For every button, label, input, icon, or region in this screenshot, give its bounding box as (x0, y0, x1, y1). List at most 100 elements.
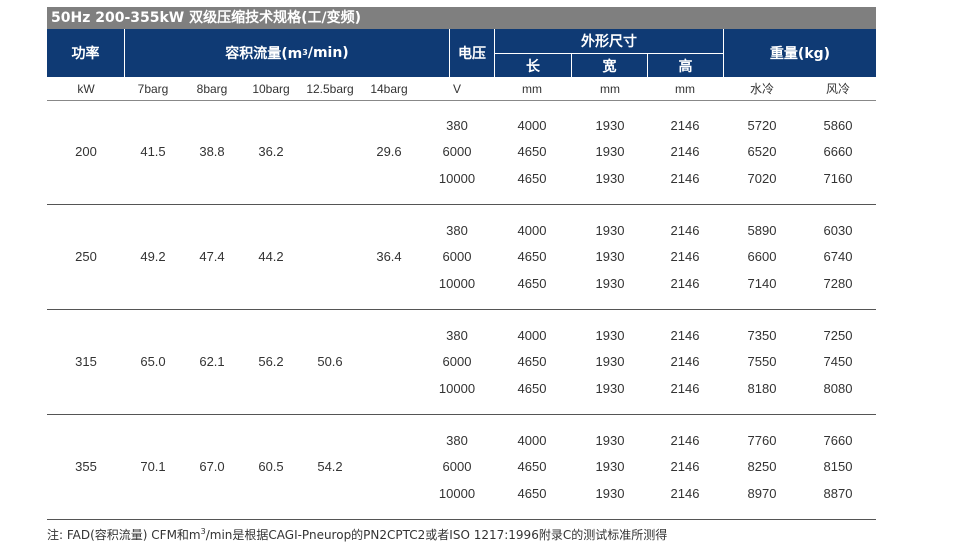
cell-flow-10barg: 36.2 (258, 144, 284, 159)
cell-length: 4650 (517, 486, 547, 501)
cell-width: 1930 (595, 459, 625, 474)
group-separator (47, 309, 876, 310)
cell-height: 2146 (670, 328, 700, 343)
cell-flow-8barg: 67.0 (199, 459, 225, 474)
group-separator (47, 414, 876, 415)
cell-weight-water: 7020 (747, 171, 777, 186)
cell-width: 1930 (595, 223, 625, 238)
cell-voltage: 6000 (442, 354, 472, 369)
cell-weight-water: 5890 (747, 223, 777, 238)
cell-height: 2146 (670, 354, 700, 369)
cell-weight-air: 8150 (823, 459, 853, 474)
cell-flow-14barg: 29.6 (376, 144, 402, 159)
table-header: 功率 容积流量(m 3/min) 电压 外形尺寸 长 宽 高 重量(kg) (47, 29, 876, 77)
cell-flow-12-5barg: 54.2 (317, 459, 343, 474)
cell-weight-water: 7550 (747, 354, 777, 369)
cell-height: 2146 (670, 381, 700, 396)
cell-flow-10barg: 56.2 (258, 354, 284, 369)
cell-width: 1930 (595, 276, 625, 291)
header-power: 功率 (71, 46, 100, 62)
cell-width: 1930 (595, 354, 625, 369)
group-separator (47, 519, 876, 520)
cell-length: 4000 (517, 118, 547, 133)
cell-flow-12-5barg: 50.6 (317, 354, 343, 369)
unit-kw: kW (77, 82, 95, 96)
cell-flow-8barg: 47.4 (199, 249, 225, 264)
unit-water-cooled: 水冷 (749, 82, 774, 96)
cell-weight-water: 5720 (747, 118, 777, 133)
header-height: 高 (678, 58, 693, 75)
cell-flow-7barg: 65.0 (140, 354, 166, 369)
cell-width: 1930 (595, 328, 625, 343)
cell-height: 2146 (670, 486, 700, 501)
unit-12-5barg: 12.5barg (306, 82, 354, 96)
cell-flow-8barg: 38.8 (199, 144, 225, 159)
cell-length: 4650 (517, 276, 547, 291)
cell-length: 4650 (517, 171, 547, 186)
cell-width: 1930 (595, 249, 625, 264)
cell-flow-7barg: 70.1 (140, 459, 166, 474)
cell-flow-8barg: 62.1 (199, 354, 225, 369)
cell-weight-water: 6520 (747, 144, 777, 159)
unit-10barg: 10barg (252, 82, 290, 96)
header-length: 长 (526, 58, 540, 75)
group-separator (47, 204, 876, 205)
cell-voltage: 6000 (442, 459, 472, 474)
cell-weight-water: 7760 (747, 433, 777, 448)
cell-length: 4000 (517, 328, 547, 343)
cell-length: 4000 (517, 223, 547, 238)
footnote-post: /min是根据CAGI-Pneurop的PN2CPTC2或者ISO 1217:1… (205, 528, 668, 542)
cell-voltage: 10000 (438, 486, 476, 501)
header-flow: 容积流量(m 3/min) (225, 45, 349, 62)
footnote: 注: FAD(容积流量) CFM和m3/min是根据CAGI-Pneurop的P… (47, 526, 667, 543)
header-flow-pre: 容积流量(m (225, 46, 303, 62)
cell-weight-water: 7140 (747, 276, 777, 291)
cell-length: 4650 (517, 459, 547, 474)
cell-weight-water: 6600 (747, 249, 777, 264)
cell-weight-water: 7350 (747, 328, 777, 343)
cell-length: 4650 (517, 249, 547, 264)
cell-weight-air: 7280 (823, 276, 853, 291)
cell-height: 2146 (670, 223, 700, 238)
cell-power: 315 (75, 354, 97, 369)
cell-height: 2146 (670, 276, 700, 291)
cell-length: 4650 (517, 354, 547, 369)
unit-14barg: 14barg (370, 82, 408, 96)
header-flow-post: /min) (307, 45, 349, 61)
cell-length: 4650 (517, 144, 547, 159)
cell-weight-water: 8180 (747, 381, 777, 396)
cell-width: 1930 (595, 381, 625, 396)
cell-flow-10barg: 60.5 (258, 459, 284, 474)
unit-mm-height: mm (675, 82, 695, 96)
unit-air-cooled: 风冷 (825, 82, 850, 96)
cell-weight-water: 8250 (747, 459, 777, 474)
cell-weight-air: 6660 (823, 144, 853, 159)
cell-weight-air: 8080 (823, 381, 853, 396)
cell-weight-water: 8970 (747, 486, 777, 501)
table-title: 50Hz 200-355kW 双级压缩技术规格(工/变频) (47, 7, 876, 29)
cell-weight-air: 6740 (823, 249, 853, 264)
cell-length: 4000 (517, 433, 547, 448)
cell-height: 2146 (670, 249, 700, 264)
cell-voltage: 380 (446, 433, 468, 448)
footnote-sup: 3 (200, 527, 206, 536)
cell-weight-air: 7160 (823, 171, 853, 186)
unit-8barg: 8barg (196, 82, 228, 96)
header-voltage: 电压 (458, 46, 486, 62)
cell-weight-air: 8870 (823, 486, 853, 501)
cell-width: 1930 (595, 486, 625, 501)
cell-voltage: 380 (446, 118, 468, 133)
cell-length: 4650 (517, 381, 547, 396)
cell-weight-air: 5860 (823, 118, 853, 133)
cell-weight-air: 7660 (823, 433, 853, 448)
cell-weight-air: 6030 (823, 223, 853, 238)
cell-voltage: 6000 (442, 144, 472, 159)
cell-voltage: 380 (446, 223, 468, 238)
cell-flow-14barg: 36.4 (376, 249, 402, 264)
cell-power: 355 (75, 459, 97, 474)
header-width: 宽 (602, 58, 617, 75)
cell-voltage: 380 (446, 328, 468, 343)
cell-width: 1930 (595, 118, 625, 133)
cell-height: 2146 (670, 433, 700, 448)
header-dimensions: 外形尺寸 (581, 34, 637, 50)
